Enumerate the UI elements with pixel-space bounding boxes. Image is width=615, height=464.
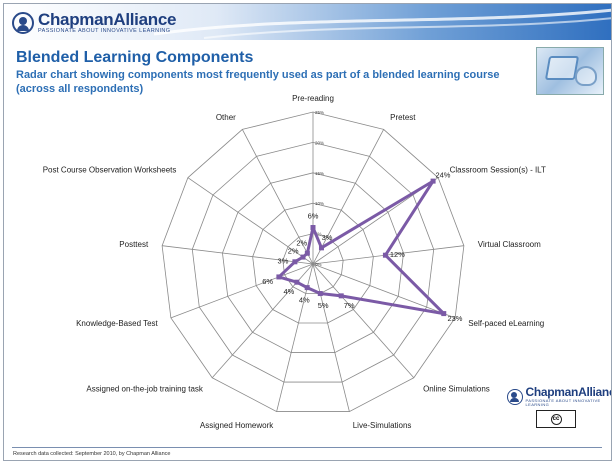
tick-label-4: 20% [315,140,324,145]
data-label-5: 7% [344,301,355,310]
data-point-4 [441,311,447,317]
grid-ring-2 [252,202,374,324]
cc-icon: cc [550,413,562,425]
tick-label-0: 0% [315,262,322,267]
category-label-12: Other [216,113,236,122]
grid-spoke-9 [170,263,314,319]
data-point-6 [317,291,323,297]
grid-ring-4 [191,141,435,383]
grid-spoke-12 [242,129,314,265]
grid-spoke-10 [162,245,314,265]
category-label-2: Classroom Session(s) - ILT [450,166,546,175]
data-point-10 [292,259,298,265]
brand-name: ChapmanAlliance [38,10,177,30]
footer-text: Research data collected: September 2010,… [13,451,171,457]
data-label-12: 2% [296,239,307,248]
brand-name-small: ChapmanAlliance [525,385,612,399]
grid-spoke-6 [312,263,350,412]
data-label-0: 6% [308,212,319,221]
data-label-7: 4% [299,295,310,304]
grid-spoke-5 [312,263,415,379]
data-label-6: 5% [318,301,329,310]
brand-logo: ChapmanAlliance PASSIONATE ABOUT INNOVAT… [12,9,176,37]
data-point-3 [382,252,388,258]
data-point-0 [310,225,316,231]
data-point-12 [304,250,310,256]
decorative-image [536,47,604,95]
brand-tagline: PASSIONATE ABOUT INNOVATIVE LEARNING [38,28,171,35]
license-badge: cc [536,410,576,428]
grid-spoke-1 [312,129,384,265]
data-point-5 [338,293,344,299]
tick-label-1: 5% [315,232,322,237]
data-point-9 [276,274,282,280]
data-label-3: 12% [390,250,405,259]
page-title: Blended Learning Components [16,49,254,66]
category-label-11: Post Course Observation Worksheets [43,166,177,175]
category-label-8: Assigned on-the-job training task [86,384,204,393]
category-label-1: Pretest [390,113,416,122]
data-label-8: 4% [283,287,294,296]
header-band [4,4,611,40]
data-label-11: 2% [288,246,299,255]
data-point-8 [294,279,300,285]
data-label-9: 6% [262,277,273,286]
tick-label-3: 15% [315,171,324,176]
page-subtitle: Radar chart showing components most freq… [16,69,500,95]
footer-divider [12,447,602,448]
radar-chart: 0% 5% 10% 15% 20% 25% Pre-reading Pretest Classr… [43,94,546,430]
grid-spoke-3 [312,245,464,265]
tick-label-2: 10% [315,201,324,206]
person-icon [12,12,34,34]
data-point-7 [304,285,310,291]
category-label-5: Online Simulations [423,384,490,393]
category-label-4: Self-paced eLearning [468,319,544,328]
data-label-2: 24% [435,170,450,179]
category-label-10: Posttest [119,240,149,249]
category-label-0: Pre-reading [292,94,334,103]
category-label-3: Virtual Classroom [478,240,541,249]
data-point-11 [300,254,306,260]
data-point-1 [318,245,324,251]
category-label-7: Assigned Homework [200,421,274,430]
tick-label-5: 25% [315,110,324,115]
grid-spoke-4 [312,263,456,319]
category-label-9: Knowledge-Based Test [76,319,158,328]
grid-ring-1 [282,233,344,294]
category-label-6: Live-Simulations [353,421,412,430]
grid-spoke-11 [187,177,314,265]
brand-tagline-small: PASSIONATE ABOUT INNOVATIVE LEARNING [525,398,601,407]
data-label-4: 23% [447,314,462,323]
brand-logo-small: ChapmanAlliance PASSIONATE ABOUT INNOVAT… [507,385,612,407]
data-point-2 [430,178,436,184]
data-label-10: 3% [278,256,289,265]
slide: ChapmanAlliance PASSIONATE ABOUT INNOVAT… [3,3,612,461]
grid-ring-3 [222,172,404,353]
person-icon [507,388,523,405]
data-label-1: 3% [322,233,333,242]
grid-ring-5 [161,111,465,412]
